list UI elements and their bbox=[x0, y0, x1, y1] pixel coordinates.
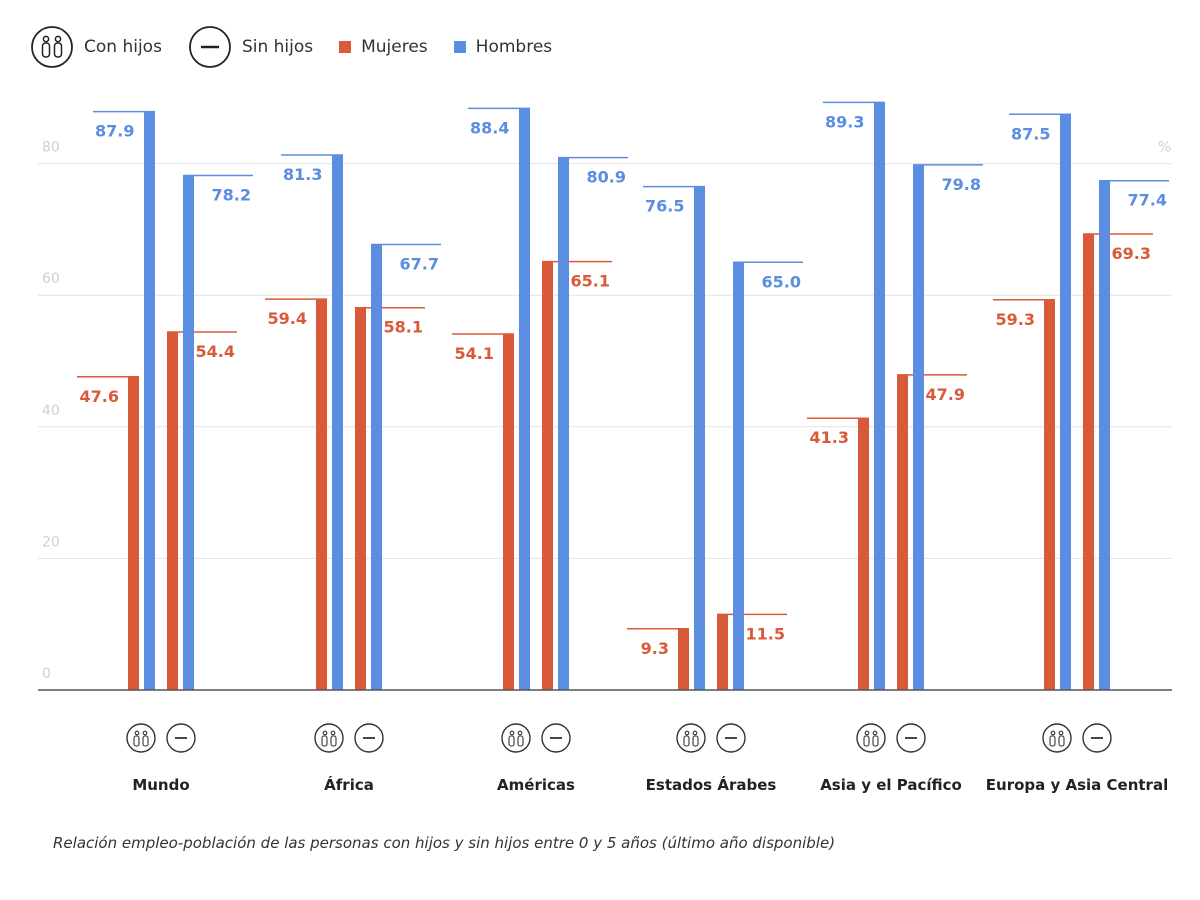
data-label: 79.8 bbox=[942, 175, 981, 194]
women-swatch bbox=[339, 41, 352, 53]
bar bbox=[144, 111, 155, 691]
bar bbox=[717, 614, 728, 690]
category-label: Europa y Asia Central bbox=[986, 776, 1168, 794]
bar bbox=[1099, 180, 1110, 690]
children-icon bbox=[126, 723, 156, 753]
children-icon bbox=[676, 723, 706, 753]
bar bbox=[694, 186, 705, 690]
bar bbox=[897, 374, 908, 690]
minus-circle-icon bbox=[1082, 723, 1112, 753]
bar bbox=[316, 299, 327, 690]
legend-label-men: Hombres bbox=[475, 37, 553, 57]
category-label: Asia y el Pacífico bbox=[820, 776, 962, 794]
bar bbox=[519, 108, 530, 690]
bar bbox=[1044, 299, 1055, 690]
data-label: 69.3 bbox=[1112, 244, 1151, 263]
category-label: Mundo bbox=[132, 776, 189, 794]
men-swatch bbox=[453, 41, 466, 53]
bar bbox=[678, 628, 689, 690]
data-label: 77.4 bbox=[1128, 191, 1167, 210]
bar bbox=[503, 334, 514, 690]
minus-circle-icon bbox=[896, 723, 926, 753]
y-tick-label: 20 bbox=[42, 534, 60, 550]
data-label: 87.9 bbox=[95, 122, 134, 141]
minus-circle-icon bbox=[189, 26, 231, 68]
minus-circle-icon bbox=[354, 723, 384, 753]
y-tick-label: 40 bbox=[42, 403, 60, 419]
legend-label-without-children: Sin hijos bbox=[241, 37, 314, 57]
data-label: 41.3 bbox=[810, 428, 849, 447]
bar bbox=[733, 262, 744, 690]
data-label: 59.4 bbox=[268, 309, 307, 328]
data-label: 58.1 bbox=[384, 318, 423, 337]
bar bbox=[1083, 234, 1094, 691]
legend-item-men: Hombres bbox=[453, 37, 553, 57]
data-label: 59.3 bbox=[996, 310, 1035, 329]
legend-label-women: Mujeres bbox=[361, 37, 428, 57]
data-label: 11.5 bbox=[746, 624, 785, 643]
data-label: 67.7 bbox=[400, 255, 439, 274]
data-label: 78.2 bbox=[212, 185, 251, 204]
children-icon bbox=[856, 723, 886, 753]
bar bbox=[355, 307, 366, 690]
legend-item-with-children: Con hijos bbox=[30, 25, 162, 69]
category-label: África bbox=[324, 775, 374, 794]
legend-item-women: Mujeres bbox=[339, 37, 428, 57]
bar bbox=[128, 376, 139, 690]
data-label: 65.1 bbox=[571, 272, 610, 291]
data-label: 76.5 bbox=[645, 197, 684, 216]
data-label: 89.3 bbox=[825, 112, 864, 131]
data-label: 54.4 bbox=[196, 342, 235, 361]
y-unit-label: % bbox=[1158, 140, 1171, 156]
category-label: Américas bbox=[497, 776, 575, 794]
bar bbox=[558, 157, 569, 691]
data-label: 9.3 bbox=[641, 639, 669, 658]
data-label: 54.1 bbox=[455, 344, 494, 363]
minus-circle-icon bbox=[541, 723, 571, 753]
data-label: 47.9 bbox=[926, 385, 965, 404]
bar bbox=[542, 261, 553, 690]
minus-circle-icon bbox=[716, 723, 746, 753]
bar bbox=[332, 155, 343, 690]
bar bbox=[874, 102, 885, 690]
children-icon bbox=[31, 26, 73, 68]
category-label: Estados Árabes bbox=[646, 775, 777, 794]
data-label: 88.4 bbox=[470, 118, 509, 137]
legend-item-without-children: Sin hijos bbox=[188, 25, 313, 69]
minus-circle-icon bbox=[166, 723, 196, 753]
bar bbox=[167, 332, 178, 690]
children-icon bbox=[501, 723, 531, 753]
data-label: 81.3 bbox=[283, 165, 322, 184]
bar bbox=[858, 418, 869, 690]
bar bbox=[371, 244, 382, 690]
legend: Con hijos Sin hijos Mujeres Hombres bbox=[30, 24, 578, 70]
bar bbox=[913, 164, 924, 690]
data-label: 80.9 bbox=[587, 168, 626, 187]
bar bbox=[1060, 114, 1071, 690]
data-label: 65.0 bbox=[762, 272, 801, 291]
children-icon bbox=[1042, 723, 1072, 753]
data-label: 47.6 bbox=[80, 387, 119, 406]
chart-caption: Relación empleo-población de las persona… bbox=[53, 834, 836, 852]
data-label: 87.5 bbox=[1011, 124, 1050, 143]
y-tick-label: 80 bbox=[42, 140, 60, 156]
bar bbox=[183, 175, 194, 691]
legend-label-with-children: Con hijos bbox=[84, 37, 162, 57]
y-tick-label: 60 bbox=[42, 271, 60, 287]
y-tick-label: 0 bbox=[42, 666, 51, 682]
children-icon bbox=[314, 723, 344, 753]
